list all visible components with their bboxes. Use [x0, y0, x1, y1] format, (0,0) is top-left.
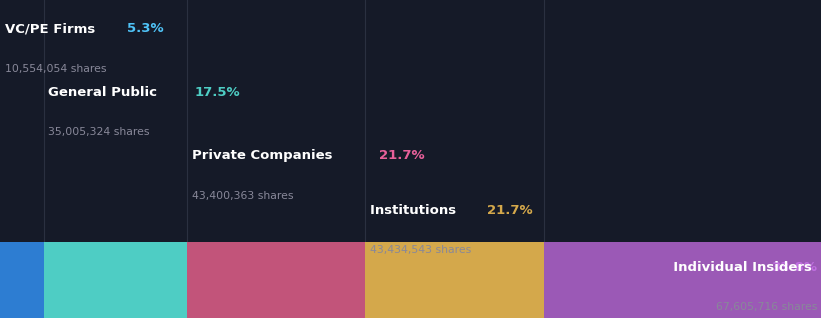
- Text: 17.5%: 17.5%: [195, 86, 241, 99]
- Text: VC/PE Firms: VC/PE Firms: [5, 22, 100, 35]
- Text: 21.7%: 21.7%: [379, 149, 425, 162]
- Bar: [44, 242, 187, 318]
- Text: General Public: General Public: [48, 86, 162, 99]
- Text: 43,400,363 shares: 43,400,363 shares: [192, 191, 294, 201]
- Text: 35,005,324 shares: 35,005,324 shares: [48, 127, 150, 137]
- Bar: [0, 242, 44, 318]
- Text: Institutions: Institutions: [370, 204, 461, 217]
- Text: 5.3%: 5.3%: [127, 22, 164, 35]
- Bar: [544, 242, 821, 318]
- Bar: [187, 242, 365, 318]
- Text: 43,434,543 shares: 43,434,543 shares: [370, 245, 471, 255]
- Text: 33.8%: 33.8%: [771, 261, 817, 274]
- Text: 10,554,054 shares: 10,554,054 shares: [5, 64, 107, 73]
- Text: Individual Insiders: Individual Insiders: [664, 261, 817, 274]
- Bar: [365, 242, 544, 318]
- Text: 67,605,716 shares: 67,605,716 shares: [716, 302, 817, 312]
- Text: Private Companies: Private Companies: [192, 149, 337, 162]
- Text: 21.7%: 21.7%: [488, 204, 533, 217]
